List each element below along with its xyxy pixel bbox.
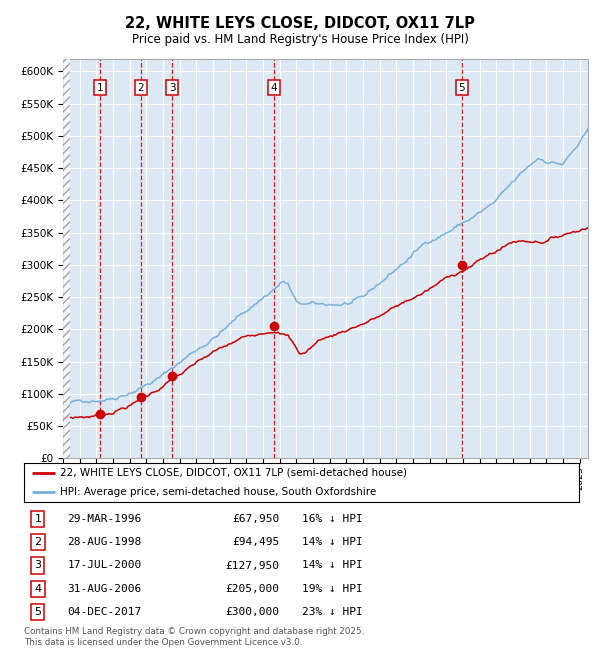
Text: 17-JUL-2000: 17-JUL-2000 (67, 560, 142, 571)
Text: Price paid vs. HM Land Registry's House Price Index (HPI): Price paid vs. HM Land Registry's House … (131, 32, 469, 46)
Text: 22, WHITE LEYS CLOSE, DIDCOT, OX11 7LP (semi-detached house): 22, WHITE LEYS CLOSE, DIDCOT, OX11 7LP (… (60, 468, 407, 478)
Text: HPI: Average price, semi-detached house, South Oxfordshire: HPI: Average price, semi-detached house,… (60, 487, 376, 497)
Text: 29-MAR-1996: 29-MAR-1996 (67, 514, 142, 524)
Text: £205,000: £205,000 (226, 584, 280, 594)
Text: £94,495: £94,495 (232, 537, 280, 547)
Text: 16% ↓ HPI: 16% ↓ HPI (302, 514, 362, 524)
Text: 22, WHITE LEYS CLOSE, DIDCOT, OX11 7LP: 22, WHITE LEYS CLOSE, DIDCOT, OX11 7LP (125, 16, 475, 31)
Text: £67,950: £67,950 (232, 514, 280, 524)
Text: 4: 4 (271, 83, 277, 92)
Text: 04-DEC-2017: 04-DEC-2017 (67, 607, 142, 618)
Text: 14% ↓ HPI: 14% ↓ HPI (302, 560, 362, 571)
Text: 1: 1 (97, 83, 104, 92)
Text: Contains HM Land Registry data © Crown copyright and database right 2025.
This d: Contains HM Land Registry data © Crown c… (24, 627, 364, 647)
Text: 5: 5 (458, 83, 465, 92)
Text: 3: 3 (34, 560, 41, 571)
Text: 2: 2 (137, 83, 144, 92)
Text: 4: 4 (34, 584, 41, 594)
Text: 1: 1 (34, 514, 41, 524)
Text: 3: 3 (169, 83, 175, 92)
Text: 23% ↓ HPI: 23% ↓ HPI (302, 607, 362, 618)
Text: £127,950: £127,950 (226, 560, 280, 571)
Text: 14% ↓ HPI: 14% ↓ HPI (302, 537, 362, 547)
Text: 31-AUG-2006: 31-AUG-2006 (67, 584, 142, 594)
Text: £300,000: £300,000 (226, 607, 280, 618)
Bar (63, 58, 70, 458)
Text: 5: 5 (34, 607, 41, 618)
Text: 28-AUG-1998: 28-AUG-1998 (67, 537, 142, 547)
Text: 19% ↓ HPI: 19% ↓ HPI (302, 584, 362, 594)
Text: 2: 2 (34, 537, 41, 547)
